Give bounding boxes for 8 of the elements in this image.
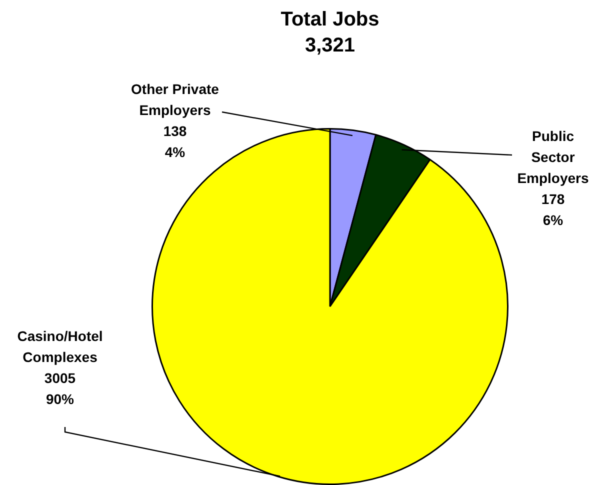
slice-label: Casino/Hotel Complexes <box>17 328 103 365</box>
slice-label: Other Private Employers <box>131 80 220 118</box>
slice-label: Public Sector Employers <box>517 128 590 186</box>
data-label: 3005 90% <box>44 370 76 407</box>
data-label: 138 4% <box>163 122 187 160</box>
data-label: 178 6% <box>541 190 565 228</box>
chart-subtitle: 3,321 <box>304 34 356 57</box>
chart-title: Total Jobs <box>280 8 380 31</box>
